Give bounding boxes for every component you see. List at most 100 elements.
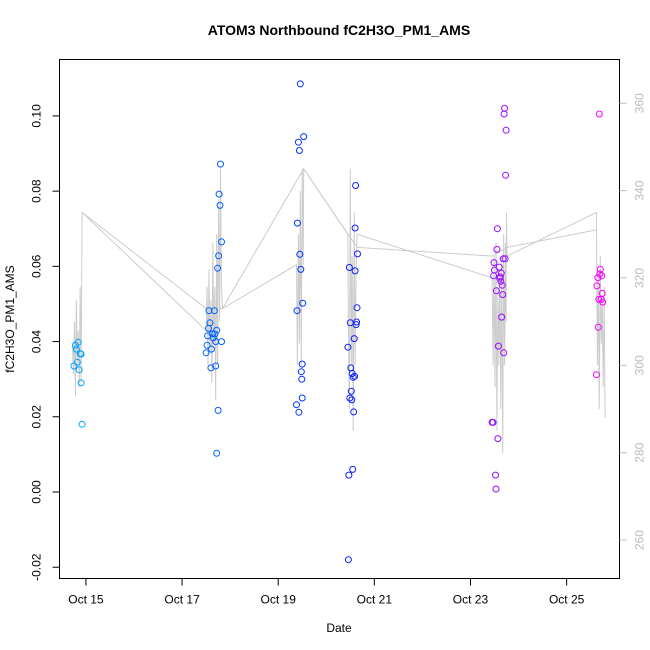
data-point bbox=[598, 289, 606, 297]
data-point bbox=[298, 394, 306, 402]
data-point bbox=[495, 263, 503, 271]
y-tick-label: 0.02 bbox=[30, 405, 44, 429]
data-point bbox=[350, 408, 358, 416]
data-point bbox=[493, 225, 501, 233]
data-point bbox=[295, 147, 303, 154]
data-point bbox=[209, 334, 217, 342]
data-point bbox=[599, 298, 607, 306]
data-point bbox=[77, 379, 85, 387]
data-point bbox=[493, 245, 501, 253]
data-point bbox=[500, 110, 508, 118]
y2-tick-label: 300 bbox=[633, 355, 647, 375]
y-tick-label: 0.08 bbox=[30, 179, 44, 203]
y-tick-label: 0.10 bbox=[30, 104, 44, 128]
y2-tick-label: 260 bbox=[633, 530, 647, 550]
y2-tick-label: 320 bbox=[633, 268, 647, 288]
data-point bbox=[352, 182, 360, 189]
y2-connector-line bbox=[81, 167, 597, 309]
data-point bbox=[299, 299, 307, 307]
data-point bbox=[344, 556, 352, 564]
y2-series-line bbox=[72, 167, 606, 453]
y-tick-label: 0.06 bbox=[30, 254, 44, 278]
data-point bbox=[207, 345, 215, 353]
data-point bbox=[214, 264, 222, 272]
data-point bbox=[596, 265, 604, 273]
data-point bbox=[492, 287, 500, 295]
data-point bbox=[494, 435, 502, 443]
data-point bbox=[594, 323, 602, 331]
data-point bbox=[215, 252, 223, 260]
data-point bbox=[73, 358, 81, 366]
data-point bbox=[77, 350, 85, 358]
data-point bbox=[353, 318, 361, 326]
data-point bbox=[300, 133, 308, 141]
data-point bbox=[345, 264, 353, 271]
y-axis-right: 260 280 300 320 340 360 bbox=[619, 93, 647, 550]
y2-tick-label: 340 bbox=[633, 180, 647, 200]
x-tick-label: Oct 23 bbox=[453, 593, 489, 607]
data-point bbox=[74, 338, 82, 346]
data-point bbox=[213, 449, 221, 457]
data-point bbox=[347, 387, 355, 395]
x-tick-label: Oct 17 bbox=[164, 593, 200, 607]
data-point bbox=[298, 375, 306, 383]
data-point bbox=[346, 394, 354, 402]
data-point bbox=[348, 396, 356, 404]
data-point bbox=[297, 368, 305, 376]
data-point bbox=[592, 371, 600, 379]
y2-tick-label: 360 bbox=[633, 93, 647, 113]
data-point bbox=[502, 126, 510, 134]
chart-title: ATOM3 Northbound fC2H3O_PM1_AMS bbox=[208, 22, 470, 38]
data-point bbox=[293, 219, 301, 227]
data-point bbox=[72, 345, 80, 353]
data-point bbox=[202, 349, 210, 357]
data-point bbox=[205, 307, 213, 315]
data-point bbox=[351, 267, 359, 275]
y2-line-series bbox=[72, 167, 606, 453]
data-point bbox=[78, 420, 86, 428]
data-point bbox=[75, 366, 83, 374]
y-tick-label: -0.02 bbox=[30, 553, 44, 581]
data-point bbox=[349, 465, 357, 473]
plot-frame bbox=[59, 59, 620, 579]
data-point bbox=[502, 171, 510, 179]
data-point bbox=[498, 281, 506, 289]
data-point bbox=[353, 304, 361, 312]
data-point bbox=[496, 273, 504, 281]
data-point bbox=[349, 373, 357, 381]
data-point bbox=[501, 255, 509, 263]
x-axis: Oct 15 Oct 17 Oct 19 Oct 21 Oct 23 Oct 25 bbox=[68, 578, 585, 607]
data-point bbox=[203, 341, 211, 349]
x-tick-label: Oct 19 bbox=[261, 593, 297, 607]
data-point bbox=[218, 238, 225, 246]
data-point bbox=[216, 201, 224, 209]
data-point bbox=[218, 338, 225, 346]
data-point bbox=[498, 313, 506, 321]
data-point bbox=[206, 319, 214, 327]
x-tick-label: Oct 15 bbox=[68, 593, 104, 607]
data-point bbox=[350, 335, 358, 343]
data-point bbox=[501, 104, 509, 112]
data-point bbox=[296, 250, 304, 258]
x-tick-label: Oct 25 bbox=[549, 593, 585, 607]
data-point bbox=[497, 269, 505, 277]
data-point bbox=[351, 224, 359, 232]
data-point bbox=[494, 342, 502, 350]
data-point bbox=[297, 265, 305, 273]
data-point bbox=[598, 272, 606, 280]
data-point bbox=[352, 321, 360, 329]
x-tick-label: Oct 21 bbox=[357, 593, 393, 607]
y-tick-label: 0.04 bbox=[30, 330, 44, 354]
data-point bbox=[351, 372, 359, 380]
data-point bbox=[298, 360, 306, 368]
data-point bbox=[593, 282, 601, 290]
data-point bbox=[211, 330, 219, 338]
data-point bbox=[500, 349, 508, 357]
data-point bbox=[492, 471, 499, 479]
scatter-points bbox=[70, 80, 607, 564]
data-point bbox=[207, 364, 215, 372]
data-point bbox=[344, 343, 352, 351]
data-point bbox=[499, 291, 507, 299]
y-axis-label: fC2H3O_PM1_AMS bbox=[3, 265, 17, 372]
